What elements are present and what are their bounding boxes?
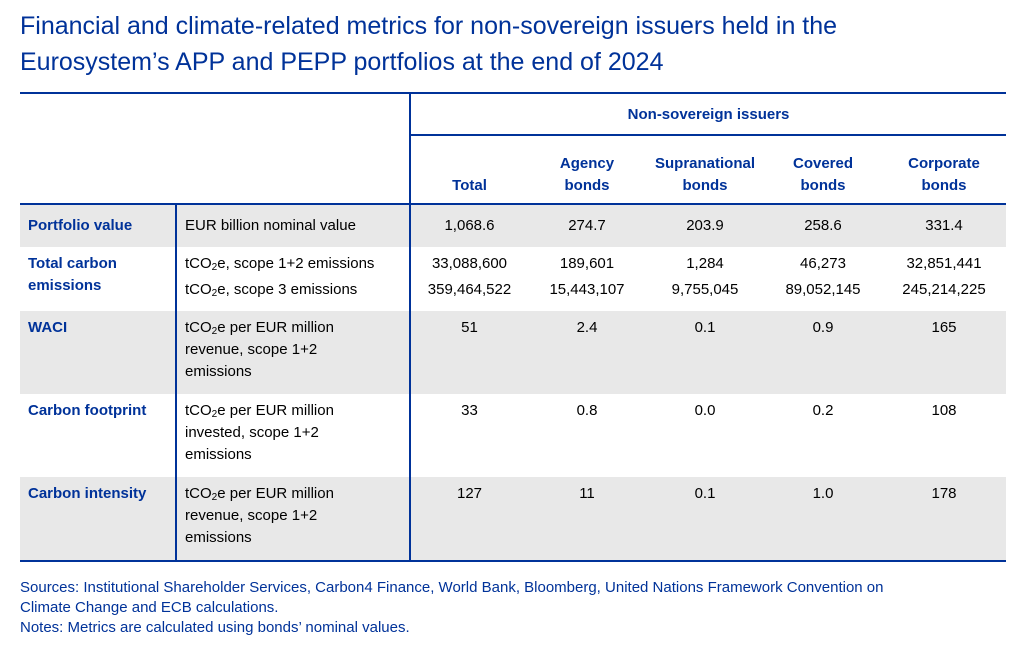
header-blank-cell: [20, 92, 410, 205]
value-agency: 11: [528, 477, 646, 562]
co2-prefix: tCO: [185, 402, 212, 419]
sources-line-2: Climate Change and ECB calculations.: [20, 599, 279, 616]
metric-label: Total carbon emissions: [20, 247, 176, 311]
value-covered: 0.2: [812, 402, 834, 419]
co2-prefix: tCO: [185, 319, 212, 336]
metric-label-line-2: emissions: [28, 277, 102, 294]
co2-prefix: tCO: [185, 281, 212, 298]
col-header-total: Total: [409, 135, 528, 205]
footnotes: Sources: Institutional Shareholder Servi…: [20, 578, 1010, 638]
value-covered: 89,052,145: [785, 281, 861, 298]
value-corporate: 245,214,225: [902, 281, 986, 298]
value-total: 33: [409, 394, 528, 477]
col-header-supra-l2: bonds: [682, 177, 728, 194]
value-total: 51: [409, 311, 528, 394]
metrics-table-container: Non-sovereign issuers Total Agency bonds…: [20, 92, 1007, 562]
sources-line-1: Sources: Institutional Shareholder Servi…: [20, 579, 884, 596]
col-header-supranational: Supranational bonds: [646, 135, 764, 205]
value-agency: 2.4: [528, 311, 646, 394]
metric-label: Portfolio value: [20, 204, 176, 247]
unit-line-1: tCO2e per EUR million: [185, 483, 408, 505]
notes-line: Notes: Metrics are calculated using bond…: [20, 619, 410, 636]
value-supranational: 0.1: [646, 477, 764, 562]
col-header-corporate: Corporate bonds: [882, 135, 1007, 205]
value-total: 127: [409, 477, 528, 562]
metric-label: Carbon intensity: [20, 477, 176, 562]
value-total: 1,068.6: [409, 204, 528, 247]
table-row-waci: WACI tCO2e per EUR million revenue, scop…: [20, 311, 1007, 394]
unit-text: e, scope 1+2 emissions: [217, 255, 375, 272]
title-line-2: Eurosystem’s APP and PEPP portfolios at …: [20, 48, 664, 76]
unit-line-2: revenue, scope 1+2: [185, 507, 318, 524]
col-header-corp-l2: bonds: [921, 177, 967, 194]
value-covered: 258.6: [764, 204, 882, 247]
co2-subscript: 2: [211, 492, 218, 503]
unit-label: EUR billion nominal value: [175, 204, 410, 247]
table-row-portfolio-value: Portfolio value EUR billion nominal valu…: [20, 204, 1007, 247]
table-row-carbon-footprint: Carbon footprint tCO2e per EUR million i…: [20, 394, 1006, 477]
unit-line-3: emissions: [185, 363, 252, 380]
unit-text: e, scope 3 emissions: [217, 281, 358, 298]
value-corporate: 32,851,441: [906, 255, 982, 272]
col-header-supra-l1: Supranational: [654, 155, 755, 172]
unit-text: e per EUR million: [217, 402, 334, 419]
col-header-corp-l1: Corporate: [908, 155, 980, 172]
value-covered: 46,273: [800, 255, 846, 272]
unit-line-3: emissions: [185, 529, 252, 546]
value-covered: 1.0: [764, 477, 882, 562]
metric-label-line-1: Total carbon: [28, 255, 117, 272]
co2-prefix: tCO: [185, 255, 212, 272]
metric-label: Carbon footprint: [28, 402, 147, 419]
unit-text: e per EUR million: [217, 319, 334, 336]
page-title: Financial and climate-related metrics fo…: [20, 8, 1000, 80]
value-agency: 0.8: [576, 402, 598, 419]
value-corporate: 331.4: [882, 204, 1007, 247]
value-supranational: 0.1: [646, 311, 764, 394]
group-header: Non-sovereign issuers: [408, 92, 1007, 136]
title-line-1: Financial and climate-related metrics fo…: [20, 12, 838, 40]
unit-line-1: tCO2e per EUR million: [185, 400, 408, 422]
co2-subscript: 2: [211, 409, 218, 420]
col-header-agency-l1: Agency: [559, 155, 615, 172]
value-total: 359,464,522: [409, 278, 528, 311]
value-supranational: 9,755,045: [671, 281, 739, 298]
co2-subscript: 2: [211, 262, 218, 273]
value-corporate: 165: [882, 311, 1007, 394]
unit-label: tCO2e per EUR million invested, scope 1+…: [175, 394, 410, 477]
col-header-agency: Agency bonds: [528, 135, 646, 205]
unit-label: tCO2e per EUR million revenue, scope 1+2…: [175, 477, 410, 562]
value-supranational: 0.0: [694, 402, 716, 419]
value-supranational: 1,284: [686, 255, 724, 272]
value-corporate: 178: [882, 477, 1007, 562]
table-row-total-carbon-scope12: Total carbon emissions tCO2e, scope 1+2 …: [20, 247, 1006, 294]
header-row-group: Non-sovereign issuers: [20, 92, 1007, 205]
table-row-total-carbon-scope3: tCO2e, scope 3 emissions 359,464,522 15,…: [20, 278, 1006, 311]
value-corporate: 108: [931, 402, 957, 419]
value-agency: 189,601: [559, 255, 615, 272]
value-covered: 0.9: [764, 311, 882, 394]
unit-line-1: tCO2e per EUR million: [185, 317, 408, 339]
table-row-carbon-intensity: Carbon intensity tCO2e per EUR million r…: [20, 477, 1007, 562]
col-header-covered: Covered bonds: [764, 135, 882, 205]
metrics-table: Non-sovereign issuers Total Agency bonds…: [20, 92, 1007, 562]
col-header-covered-l2: bonds: [800, 177, 846, 194]
unit-label: tCO2e, scope 1+2 emissions: [175, 247, 410, 278]
unit-line-3: emissions: [185, 446, 252, 463]
unit-label: tCO2e per EUR million revenue, scope 1+2…: [175, 311, 410, 394]
unit-label: tCO2e, scope 3 emissions: [175, 278, 410, 311]
unit-line-2: revenue, scope 1+2: [185, 341, 318, 358]
unit-line-2: invested, scope 1+2: [185, 424, 319, 441]
co2-prefix: tCO: [185, 485, 212, 502]
metric-label: WACI: [20, 311, 176, 394]
col-header-agency-l2: bonds: [564, 177, 610, 194]
co2-subscript: 2: [211, 326, 218, 337]
value-agency: 15,443,107: [549, 281, 625, 298]
value-total: 33,088,600: [409, 247, 528, 278]
header-row-columns: Total Agency bonds Supranational bonds C…: [20, 135, 1007, 205]
co2-subscript: 2: [211, 288, 218, 299]
col-header-covered-l1: Covered: [792, 155, 854, 172]
value-agency: 274.7: [528, 204, 646, 247]
value-supranational: 203.9: [646, 204, 764, 247]
unit-text: e per EUR million: [217, 485, 334, 502]
